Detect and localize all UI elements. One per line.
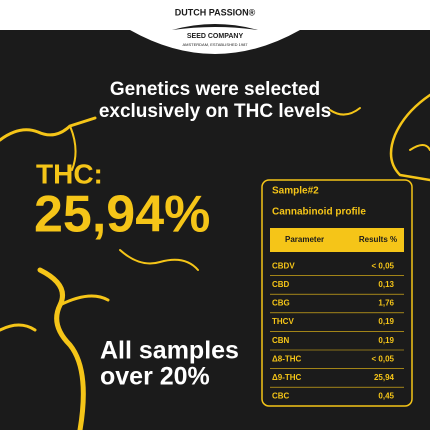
headline-line: Genetics were selected — [110, 79, 320, 100]
logo-company: SEED COMPANY — [187, 33, 244, 40]
result-cell: 0,45 — [378, 392, 394, 401]
result-cell: 0,13 — [378, 280, 394, 289]
result-cell: 0,19 — [378, 317, 394, 326]
parameter-cell: CBDV — [272, 261, 295, 270]
parameter-cell: CBD — [272, 280, 290, 289]
headline-line: exclusively on THC levels — [99, 101, 331, 122]
result-cell: 25,94 — [374, 373, 395, 382]
parameter-cell: THCV — [272, 317, 294, 326]
table-header-bg — [270, 228, 404, 252]
table-header: Results % — [359, 235, 397, 244]
result-cell: 1,76 — [378, 299, 394, 308]
parameter-cell: CBC — [272, 392, 290, 401]
cracks — [0, 93, 430, 430]
parameter-cell: Δ8-THC — [272, 354, 302, 363]
logo-tagline: AMSTERDAM, ESTABLISHED 1987 — [182, 42, 248, 47]
footer-line: over 20% — [100, 363, 210, 391]
thc-value: 25,94% — [34, 186, 210, 244]
parameter-cell: Δ9-THC — [272, 373, 302, 382]
logo: DUTCH PASSION® SEED COMPANY AMSTERDAM, E… — [172, 7, 258, 47]
sample-id: Sample#2 — [272, 186, 319, 197]
results-card: Sample#2 Cannabinoid profile Parameter R… — [261, 179, 413, 407]
result-cell: 0,19 — [378, 336, 394, 345]
parameter-cell: CBN — [272, 336, 290, 345]
thc-label: THC: — [36, 158, 103, 189]
table-header: Parameter — [285, 235, 324, 244]
parameter-cell: CBG — [272, 299, 290, 308]
footer-line: All samples — [100, 337, 239, 365]
result-cell: < 0,05 — [372, 354, 395, 363]
logo-brand: DUTCH PASSION® — [175, 7, 256, 17]
logo-swoosh — [172, 24, 258, 30]
card-subtitle: Cannabinoid profile — [272, 207, 366, 218]
result-cell: < 0,05 — [372, 261, 395, 270]
